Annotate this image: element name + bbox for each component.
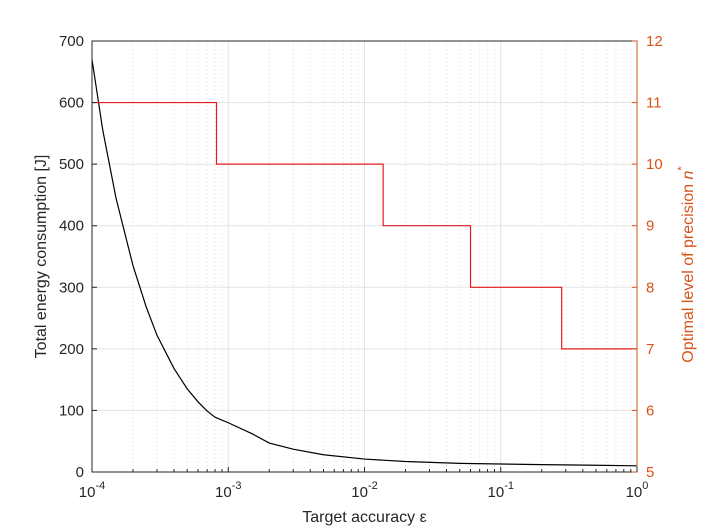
y-right-tick-label: 11 — [646, 95, 662, 112]
x-axis-label: Target accuracy ε — [302, 509, 427, 526]
y-axis-right-label-sup: * — [676, 166, 688, 171]
series-line-energy — [91, 59, 638, 467]
left-axis: 0 100 200 300 400 500 600 700 — [59, 33, 97, 481]
x-tick-label: 10-2 — [351, 480, 377, 501]
right-axis: 5 6 7 8 9 10 11 12 — [632, 33, 663, 481]
y-left-tick-label: 300 — [59, 279, 84, 296]
y-left-tick-label: 200 — [59, 341, 84, 358]
x-tick-exponent: 0 — [642, 480, 648, 492]
y-left-tick-label: 700 — [59, 33, 84, 50]
x-tick-base: 10 — [626, 484, 643, 501]
x-tick-base: 10 — [488, 484, 505, 501]
x-tick-label: 10-4 — [79, 480, 105, 501]
x-tick-base: 10 — [79, 484, 96, 501]
y-right-tick-label: 5 — [646, 464, 654, 481]
y-right-tick-label: 9 — [646, 218, 654, 235]
x-tick-label: 10-1 — [488, 480, 514, 501]
x-axis: 10-4 10-3 10-2 10-1 100 — [79, 467, 649, 501]
y-axis-left-label: Total energy consumption [J] — [33, 155, 50, 359]
y-left-tick-label: 400 — [59, 218, 84, 235]
y-left-tick-label: 500 — [59, 156, 84, 173]
x-tick-base: 10 — [215, 484, 232, 501]
series-layer — [91, 59, 638, 467]
y-axis-right-label-text: Optimal level of precision — [680, 180, 697, 363]
y-axis-right-label-var: n — [680, 171, 697, 180]
x-tick-exponent: -1 — [504, 480, 514, 492]
x-tick-base: 10 — [351, 484, 368, 501]
y-axis-right-label: Optimal level of precision n* — [676, 166, 697, 363]
x-tick-exponent: -3 — [232, 480, 242, 492]
y-left-tick-label: 0 — [76, 464, 84, 481]
x-tick-exponent: -2 — [368, 480, 378, 492]
x-tick-label: 10-3 — [215, 480, 241, 501]
y-right-tick-label: 8 — [646, 279, 654, 296]
series-line-precision — [92, 101, 637, 350]
y-right-tick-label: 6 — [646, 402, 654, 419]
grid-lines — [91, 40, 638, 473]
x-tick-exponent: -4 — [95, 480, 105, 492]
y-left-tick-label: 600 — [59, 95, 84, 112]
y-right-tick-label: 7 — [646, 341, 654, 358]
y-right-tick-label: 12 — [646, 33, 663, 50]
x-tick-label: 100 — [626, 480, 649, 501]
y-left-tick-label: 100 — [59, 402, 84, 419]
y-right-tick-label: 10 — [646, 156, 663, 173]
